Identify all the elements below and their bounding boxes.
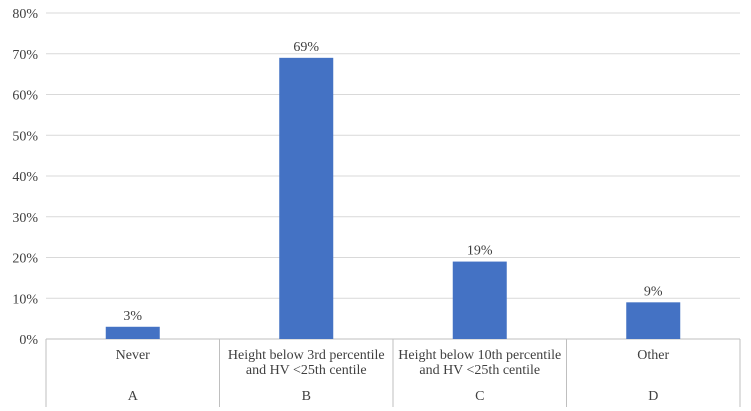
data-label: 3% [123, 309, 142, 324]
x-category-label-line: Height below 10th percentile [398, 348, 561, 363]
y-tick-label: 10% [12, 292, 38, 307]
bar [626, 302, 681, 339]
x-category-label: Other [637, 348, 669, 363]
y-tick-label: 20% [12, 252, 38, 267]
x-category-label-line: Never [116, 348, 151, 363]
y-tick-label: 70% [12, 48, 38, 63]
x-group-label: B [302, 389, 311, 404]
bar [452, 261, 507, 339]
x-category-label: Height below 3rd percentile and HV <25th … [228, 348, 385, 378]
data-label: 9% [644, 284, 663, 299]
x-category-label-line: and HV <25th centile [246, 363, 367, 378]
bar [279, 57, 334, 339]
x-group-label: A [128, 389, 139, 404]
y-tick-label: 30% [12, 211, 38, 226]
data-label: 69% [293, 40, 319, 55]
x-category-label-line: Height below 3rd percentile [228, 348, 385, 363]
x-category-label-line: and HV <25th centile [419, 363, 540, 378]
x-category-label: Never [116, 348, 151, 363]
data-labels-layer: 3% 69% 19% 9% [123, 40, 663, 324]
y-tick-label: 50% [12, 129, 38, 144]
bars-layer [105, 57, 681, 339]
y-tick-label: 0% [19, 333, 38, 348]
x-category-label: Height below 10th percentile and HV <25th… [398, 348, 561, 378]
y-tick-label: 60% [12, 89, 38, 104]
grid-layer [46, 12, 740, 340]
y-tick-label: 80% [12, 7, 38, 22]
bar [105, 326, 160, 339]
x-category-label-line: Other [637, 348, 669, 363]
x-group-label: D [648, 389, 658, 404]
y-tick-label: 40% [12, 170, 38, 185]
data-label: 19% [467, 244, 493, 259]
y-axis-tick-labels: 0% 10% 20% 30% 40% 50% 60% 70% 80% [12, 7, 38, 348]
x-group-label: C [475, 389, 484, 404]
